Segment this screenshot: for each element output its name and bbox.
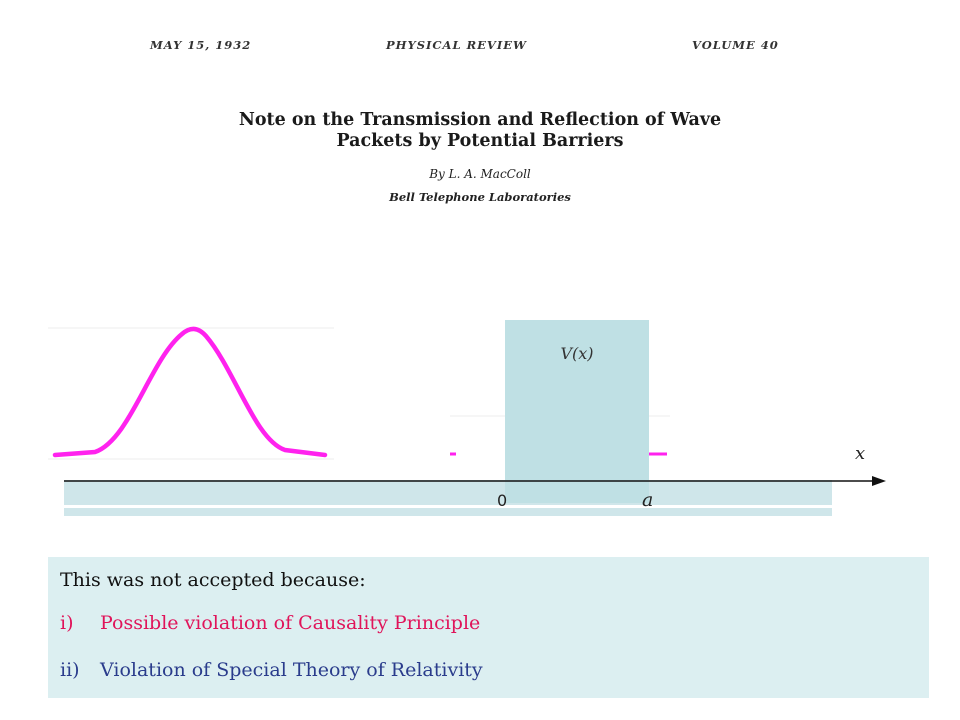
note-text: Possible violation of Causality Principl…	[100, 612, 481, 634]
tick-a: a	[642, 489, 654, 511]
x-axis-label: x	[855, 443, 866, 464]
notes-box: This was not accepted because: i) Possibl…	[48, 557, 929, 698]
paper-affiliation: Bell Telephone Laboratories	[389, 190, 571, 204]
potential-barrier-diagram	[48, 320, 886, 516]
journal-name: PHYSICAL REVIEW	[386, 38, 527, 52]
note-item-causality: i) Possible violation of Causality Princi…	[60, 611, 929, 635]
volume-number: VOLUME 40	[692, 38, 779, 52]
note-number: ii)	[60, 659, 80, 681]
note-item-relativity: ii) Violation of Special Theory of Relati…	[60, 658, 929, 682]
barrier-label: V(x)	[560, 344, 594, 363]
x-axis-arrowhead	[872, 476, 886, 486]
paper-author: By L. A. MacColl	[429, 167, 531, 181]
issue-date: MAY 15, 1932	[150, 38, 252, 52]
note-number: i)	[60, 612, 74, 634]
tick-zero: 0	[497, 491, 508, 510]
potential-barrier	[505, 320, 649, 503]
axis-band	[64, 480, 832, 505]
note-text: Violation of Special Theory of Relativit…	[100, 659, 483, 681]
paper-title: Note on the Transmission and Reflection …	[238, 110, 722, 151]
wave-packet	[52, 326, 328, 458]
notes-heading: This was not accepted because:	[60, 569, 366, 591]
axis-band-lower	[64, 508, 832, 516]
